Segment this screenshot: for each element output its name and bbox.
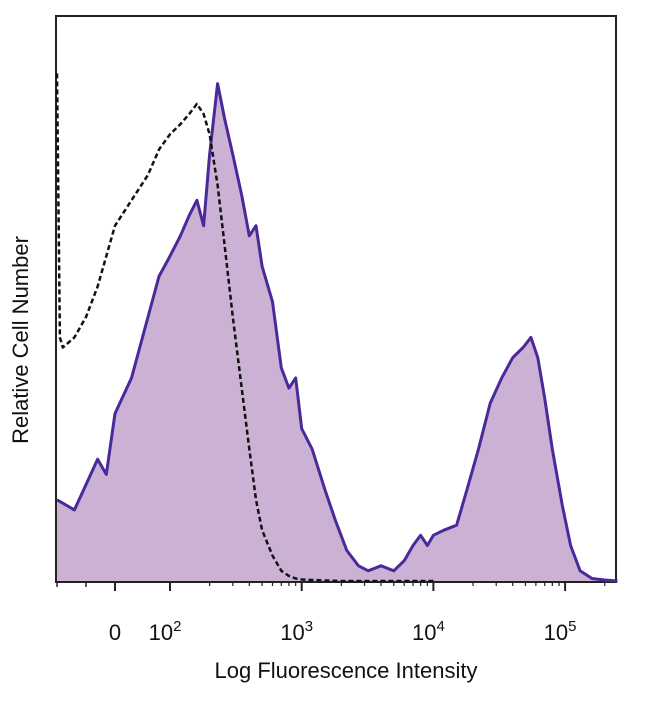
x-axis-ticks: 0 102 103 104 105 [56,582,606,645]
x-tick-label: 103 [280,618,313,645]
series-layer [55,73,618,583]
control-histogram-line [55,73,434,583]
y-axis-title: Relative Cell Number [8,236,33,444]
x-axis-title: Log Fluorescence Intensity [215,658,478,683]
x-tick-label: 104 [412,618,445,645]
stained-histogram-line [56,82,618,583]
x-tick-label: 105 [544,618,577,645]
x-tick-label: 0 [109,620,121,645]
x-tick-label: 102 [149,618,182,645]
